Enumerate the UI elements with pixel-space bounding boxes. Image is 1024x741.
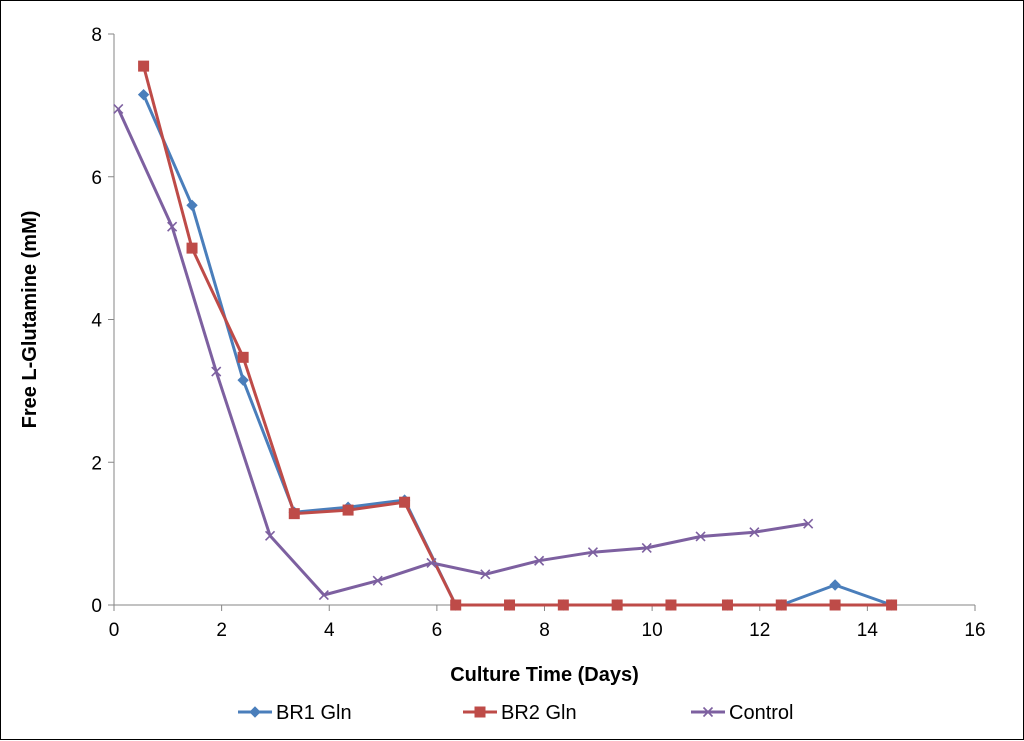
data-point <box>167 221 178 232</box>
data-point <box>803 518 814 529</box>
y-tick-label: 8 <box>91 25 102 46</box>
x-tick-label: 10 <box>642 620 663 641</box>
data-point <box>474 706 486 718</box>
x-tick-label: 12 <box>749 620 770 641</box>
data-point <box>611 599 623 611</box>
series-control <box>113 103 814 601</box>
data-point <box>504 599 516 611</box>
data-point <box>318 589 329 601</box>
legend-label: BR1 Gln <box>276 702 352 724</box>
data-point <box>829 599 841 611</box>
x-tick-label: 16 <box>964 620 985 641</box>
x-tick-label: 2 <box>216 620 227 641</box>
data-point <box>587 547 598 558</box>
data-point <box>665 599 677 611</box>
x-tick-label: 0 <box>109 620 120 641</box>
data-point <box>641 542 652 553</box>
series-br2-gln <box>138 60 898 611</box>
data-point <box>749 527 760 538</box>
data-point <box>480 569 491 580</box>
legend-entry: Control <box>691 702 793 724</box>
data-point <box>695 531 706 542</box>
y-tick-label: 6 <box>91 168 102 189</box>
x-axis-title: Culture Time (Days) <box>450 664 639 686</box>
legend-label: Control <box>729 702 793 724</box>
series-layer <box>113 60 898 611</box>
data-point <box>137 88 150 101</box>
y-tick-label: 4 <box>91 311 102 332</box>
legend-entry: BR1 Gln <box>238 702 352 724</box>
data-point <box>211 366 222 377</box>
data-point <box>829 579 841 591</box>
data-point <box>426 557 437 568</box>
data-point <box>237 351 249 363</box>
legend: BR1 Gln BR2 Gln Control <box>238 702 793 724</box>
data-point <box>288 508 300 520</box>
data-point <box>249 706 261 718</box>
y-axis-title: Free L-Glutamine (mM) <box>19 211 41 429</box>
data-point <box>534 555 545 566</box>
legend-label: BR2 Gln <box>501 702 577 724</box>
data-point <box>721 599 733 611</box>
data-point <box>886 599 898 611</box>
data-point <box>113 103 124 115</box>
y-tick-label: 0 <box>91 596 102 617</box>
data-point <box>450 599 462 611</box>
series-br1-gln <box>137 88 898 611</box>
data-point <box>186 242 198 254</box>
y-tick-label: 2 <box>91 453 102 474</box>
x-tick-label: 4 <box>324 620 335 641</box>
x-tick-label: 8 <box>539 620 550 641</box>
axes: 0 2 4 6 8 0 2 4 6 8 10 12 14 16 <box>91 25 985 641</box>
data-point <box>342 504 354 516</box>
data-point <box>399 496 411 508</box>
x-tick-label: 14 <box>857 620 879 641</box>
series-line <box>116 108 809 597</box>
data-point <box>186 199 198 212</box>
legend-entry: BR2 Gln <box>463 702 577 724</box>
data-point <box>775 599 787 611</box>
data-point <box>237 374 249 386</box>
data-point <box>702 706 714 718</box>
data-point <box>372 575 383 586</box>
data-point <box>138 60 150 72</box>
data-point <box>264 530 276 541</box>
series-line <box>142 65 892 607</box>
x-tick-label: 6 <box>432 620 443 641</box>
data-point <box>557 599 569 611</box>
